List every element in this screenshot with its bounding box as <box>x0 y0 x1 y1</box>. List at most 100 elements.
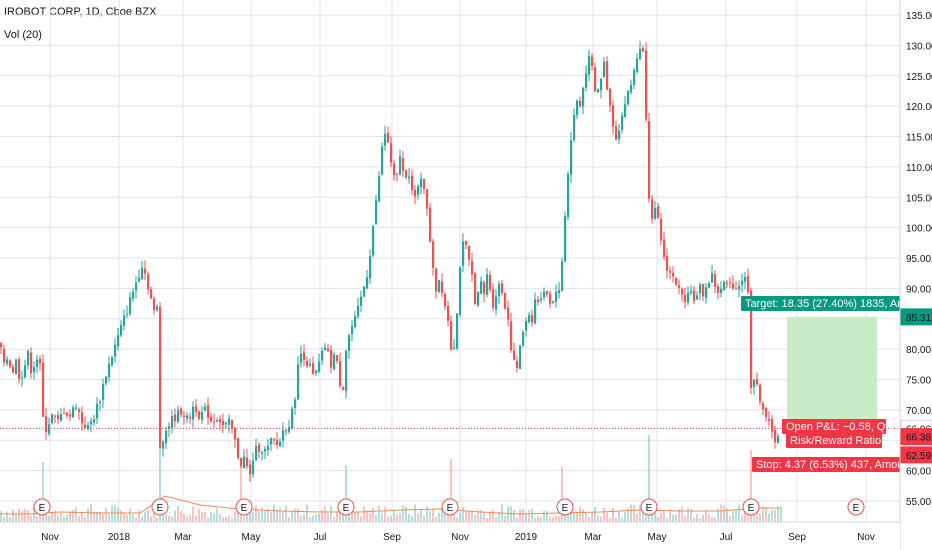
price-axis[interactable]: 55.0060.0065.0070.0075.0080.0085.0090.00… <box>899 0 932 550</box>
candle-body <box>312 363 315 374</box>
y-tick-label: 135.00 <box>906 11 932 22</box>
candle-body <box>738 286 741 290</box>
volume-bar <box>54 510 56 522</box>
earnings-marker <box>556 498 574 516</box>
x-tick-label: Mar <box>584 532 602 543</box>
volume-bar <box>651 509 653 522</box>
volume-bar <box>591 512 593 522</box>
volume-bar <box>519 509 521 522</box>
y-tick-label: 100.00 <box>906 224 932 235</box>
candle-body <box>543 291 546 298</box>
volume-bar <box>405 506 407 522</box>
candle-body <box>663 239 666 258</box>
volume-bar <box>435 516 437 522</box>
volume-bar <box>69 511 71 522</box>
x-tick-label: 2019 <box>515 532 538 543</box>
volume-bar <box>366 510 368 522</box>
volume-bar <box>159 422 161 522</box>
candle-body <box>447 305 450 321</box>
volume-bar <box>345 465 347 522</box>
candle-body <box>129 297 132 314</box>
time-axis[interactable]: Nov 2018 Mar May Jul Sep Nov 2019 Mar May Jul Sep No… <box>0 521 900 550</box>
earnings-marker-label: E <box>157 503 164 514</box>
volume-bar <box>216 507 218 522</box>
candle-body <box>618 130 621 139</box>
candle-body <box>486 274 489 295</box>
stop-label-bg <box>752 457 904 472</box>
volume-bar <box>705 509 707 522</box>
volume-bar <box>168 515 170 522</box>
volume-bar <box>273 504 275 522</box>
volume-bar <box>753 513 755 522</box>
volume-bar <box>621 517 623 522</box>
volume-bar <box>759 513 761 522</box>
volume-bar <box>546 510 548 522</box>
candle-body <box>12 366 15 373</box>
volume-bar <box>540 517 542 522</box>
earnings-marker <box>640 498 658 516</box>
volume-bar <box>105 507 107 522</box>
volume-bar <box>369 513 371 522</box>
candle-body <box>627 90 630 105</box>
volume-bar <box>102 514 104 522</box>
volume-bar <box>645 512 647 522</box>
volume-bar <box>780 506 782 522</box>
volume-bar <box>714 517 716 522</box>
candle-body <box>42 362 45 417</box>
candle-body <box>513 350 516 361</box>
earnings-marker <box>337 498 355 516</box>
earnings-marker-label: E <box>646 503 653 514</box>
candle-body <box>279 441 282 447</box>
candle-body <box>93 419 96 423</box>
candle-body <box>771 419 774 432</box>
candle-body <box>324 347 327 350</box>
candle-body <box>9 360 12 367</box>
candle-body <box>483 282 486 295</box>
candle-body <box>132 291 135 299</box>
volume-bar <box>321 509 323 522</box>
candle-body <box>33 367 36 373</box>
candle-body <box>150 289 153 299</box>
volume-bar <box>423 516 425 522</box>
volume-bar <box>672 514 674 522</box>
candle-body <box>726 283 729 285</box>
volume-indicator-label[interactable]: Vol (20) <box>4 29 42 41</box>
volume-bar <box>495 516 497 522</box>
candle-body <box>357 305 360 317</box>
candle-body <box>303 352 306 360</box>
candle-body <box>369 255 372 279</box>
candle-body <box>60 414 63 421</box>
candle-body <box>714 274 717 287</box>
candle-body <box>252 460 255 475</box>
candle-body <box>729 282 732 284</box>
volume-bar <box>765 507 767 522</box>
candle-body <box>636 58 639 72</box>
volume-bar <box>486 517 488 522</box>
volume-bar <box>768 513 770 522</box>
volume-bar <box>162 508 164 522</box>
candle-body <box>675 278 678 285</box>
volume-bar <box>234 511 236 522</box>
candle-body <box>693 290 696 302</box>
target-zone <box>787 316 877 429</box>
x-tick-label: Nov <box>41 532 59 543</box>
candle-body <box>108 363 111 378</box>
volume-bar <box>255 505 257 522</box>
volume-bar <box>141 516 143 522</box>
candle-body <box>699 284 702 294</box>
candle-body <box>213 421 216 423</box>
candle-body <box>399 156 402 175</box>
candle-body <box>594 67 597 92</box>
candle-body <box>360 296 363 306</box>
candle-body <box>762 403 765 410</box>
volume-bar <box>471 511 473 522</box>
candle-body <box>435 268 438 292</box>
volume-bar <box>756 504 758 522</box>
y-tick-label: 75.00 <box>906 376 931 387</box>
volume-bar <box>681 506 683 522</box>
volume-bar <box>597 515 599 522</box>
volume-bar <box>483 511 485 522</box>
volume-bar <box>744 508 746 522</box>
candle-body <box>363 286 366 297</box>
